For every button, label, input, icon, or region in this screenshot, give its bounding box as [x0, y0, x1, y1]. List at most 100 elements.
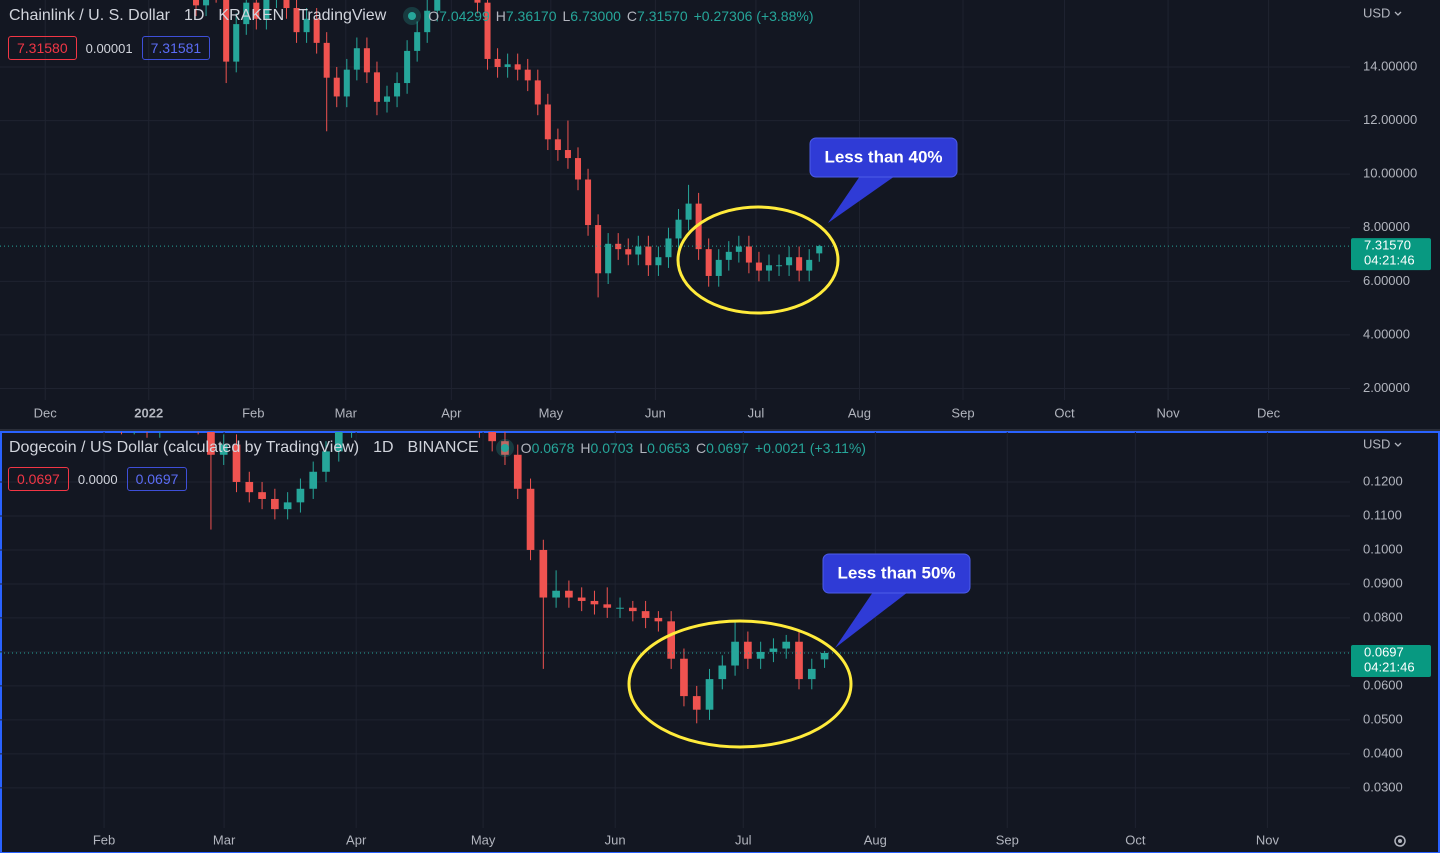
candle-body — [323, 42, 330, 78]
candle-body — [373, 72, 380, 102]
candle-body — [243, 2, 250, 25]
x-tick-label: Apr — [441, 405, 462, 420]
candle-body — [15, 380, 23, 387]
x-tick-label: Jun — [605, 832, 626, 847]
candle-body — [353, 48, 360, 70]
x-tick-label: Dec — [34, 405, 58, 420]
candle-body — [343, 69, 350, 97]
candle-body — [258, 492, 266, 499]
market-status — [500, 444, 509, 452]
candle-body — [725, 251, 732, 260]
y-tick-label: 0.1100 — [1363, 507, 1402, 522]
legend-header: Dogecoin / US Dollar (calculated by Trad… — [9, 439, 872, 457]
ohlc-open: O7.04299 — [428, 8, 490, 24]
candle-body — [534, 80, 541, 105]
candle-body — [552, 590, 560, 598]
candle-body — [718, 665, 727, 680]
ohlc-key: C — [695, 440, 707, 456]
candle-body — [806, 259, 813, 271]
candle-body — [705, 249, 712, 276]
last-price-label: 7.31570 — [1364, 238, 1411, 253]
y-tick-label: 0.1000 — [1363, 541, 1403, 556]
y-tick-label: 0.1200 — [1363, 473, 1403, 488]
candle-body — [424, 10, 431, 33]
ohlc-high: H7.36170 — [496, 8, 557, 24]
candle-body — [66, 394, 74, 411]
ohlc-value: 0.0653 — [647, 440, 690, 456]
y-tick-label: 4.00000 — [1363, 326, 1410, 341]
candle-body — [554, 139, 561, 151]
y-tick-label: 12.00000 — [1363, 112, 1417, 127]
quote-row: 7.31580 0.00001 7.31581 — [8, 36, 211, 60]
bid-price[interactable]: 0.0697 — [8, 467, 69, 491]
candle-body — [283, 0, 290, 9]
x-tick-label: Jul — [735, 832, 752, 847]
x-tick-label: Oct — [1125, 832, 1146, 847]
ohlc-key: C — [626, 8, 638, 24]
candle-body — [526, 488, 535, 550]
last-price-badge — [1351, 644, 1431, 677]
candle-body — [796, 257, 803, 271]
ohlc-key: H — [580, 440, 591, 456]
y-tick-label: 0.0600 — [1363, 677, 1403, 692]
ask-price[interactable]: 0.0697 — [126, 467, 188, 491]
y-tick-label: 2.00000 — [1363, 380, 1410, 395]
ask-price[interactable]: 7.31581 — [141, 36, 211, 60]
dropdown-caret — [1394, 11, 1402, 16]
currency-selector[interactable]: USD — [1363, 436, 1390, 451]
candle-body — [605, 243, 612, 274]
candle-body — [424, 370, 432, 390]
candle-body — [399, 380, 407, 400]
last-price-label: 0.0697 — [1364, 644, 1404, 659]
y-tick-label: 0.0300 — [1363, 779, 1403, 794]
candle-body — [484, 2, 491, 59]
candle-body — [79, 394, 87, 404]
y-tick-label: 0.0400 — [1363, 745, 1403, 760]
candle-body — [219, 444, 228, 455]
countdown: 04:21:46 — [1364, 659, 1415, 674]
ohlc-close: C0.0697 — [696, 440, 749, 456]
x-tick-label: Oct — [1054, 405, 1075, 420]
bid-price[interactable]: 7.31580 — [8, 36, 77, 60]
candle-body — [715, 259, 722, 276]
candle-body — [590, 600, 599, 605]
candle-body — [463, 414, 471, 421]
settings-icon[interactable] — [1394, 835, 1406, 847]
y-tick-label: 6.00000 — [1363, 273, 1410, 288]
candle-body — [795, 641, 803, 680]
candle-body — [207, 432, 215, 455]
candle-body — [625, 249, 632, 255]
candle-body — [28, 373, 36, 387]
legend-header: Chainlink / U. S. Dollar 1D KRAKEN Tradi… — [9, 7, 820, 25]
candle-body — [334, 432, 343, 452]
ohlc-value: 0.0697 — [706, 440, 749, 456]
ohlc-value: 7.31570 — [637, 8, 688, 24]
candle-body — [322, 451, 330, 472]
candle-body — [680, 658, 688, 697]
candle-body — [193, 0, 200, 6]
callout-box — [822, 553, 971, 594]
pane-separator — [0, 429, 1440, 431]
candle-body — [333, 77, 340, 97]
candle-body — [233, 24, 240, 62]
ohlc-key: O — [520, 440, 532, 456]
candle-body — [655, 257, 662, 266]
candle-body — [756, 651, 765, 659]
candle-body — [194, 417, 202, 424]
candle-body — [283, 502, 292, 510]
x-tick-label: Mar — [213, 832, 236, 847]
x-tick-label: Feb — [93, 832, 115, 847]
candle-body — [514, 64, 521, 70]
candle-body — [654, 617, 663, 622]
candle-body — [383, 96, 391, 102]
candle-body — [665, 238, 672, 258]
currency-selector[interactable]: USD — [1363, 5, 1390, 20]
candle-body — [296, 488, 305, 503]
candle-body — [513, 454, 522, 489]
x-tick-label: Jun — [645, 405, 666, 420]
callout-text: Less than 40% — [824, 147, 942, 166]
candle-body — [820, 652, 829, 660]
candle-body — [303, 18, 310, 33]
y-tick-label: 14.00000 — [1363, 58, 1417, 73]
